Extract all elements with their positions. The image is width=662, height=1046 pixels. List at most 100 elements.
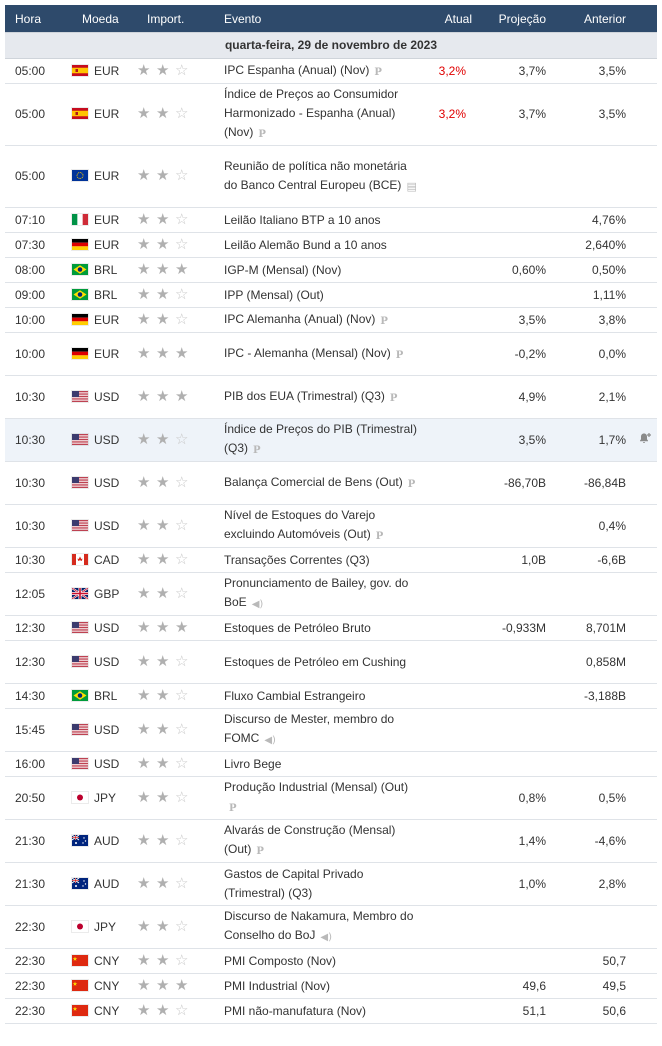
event-cell[interactable]: Livro Bege [224,751,423,777]
event-name-link[interactable]: Estoques de Petróleo em Cushing [224,654,407,669]
event-cell[interactable]: Discurso de Mester, membro do FOMC ◀) [224,708,423,752]
event-row[interactable]: 21:30 AUD ★ ★ ☆ Alvarás de Construção (Mensal… [5,819,657,863]
event-row[interactable]: 12:30 USD ★ ★ ☆ Estoques de Petróleo em Cushi… [5,640,657,684]
event-row[interactable]: 09:00 BRL ★ ★ ☆ IPP (Mensal) (Out) 1,11% [5,282,657,308]
event-name-link[interactable]: IGP-M (Mensal) (Nov) [224,262,342,277]
event-row[interactable]: 22:30 CNY ★ ★ ★ PMI Industrial (Nov) 49,6 49,5 [5,973,657,999]
event-cell[interactable]: Reunião de política não monetária do Ban… [224,145,423,208]
event-cell[interactable]: IPC - Alemanha (Mensal) (Nov) P [224,332,423,376]
event-cell[interactable]: Índice de Preços ao Consumidor Harmoniza… [224,83,423,146]
event-row[interactable]: 10:00 EUR ★ ★ ★ IPC - Alemanha (Mensal) (Nov)… [5,332,657,376]
event-row[interactable]: 22:30 CNY ★ ★ ☆ PMI Composto (Nov) 50,7 [5,948,657,974]
event-name-link[interactable]: IPP (Mensal) (Out) [224,287,324,302]
previous-value: 4,76% [552,207,634,233]
event-cell[interactable]: PIB dos EUA (Trimestral) (Q3) P [224,375,423,419]
event-name-link[interactable]: Fluxo Cambial Estrangeiro [224,688,366,703]
event-cell[interactable]: Discurso de Nakamura, Membro do Conselho… [224,905,423,949]
event-cell[interactable]: Gastos de Capital Privado (Trimestral) (… [224,862,423,906]
event-name-link[interactable]: PMI Composto (Nov) [224,953,337,968]
event-cell[interactable]: PMI Industrial (Nov) [224,973,423,999]
event-row[interactable]: 14:30 BRL ★ ★ ☆ Fluxo Cambial Estrangeiro -3,1… [5,683,657,709]
event-cell[interactable]: Fluxo Cambial Estrangeiro [224,683,423,709]
event-cell[interactable]: Índice de Preços do PIB (Trimestral) (Q3… [224,418,423,462]
event-cell[interactable]: Transações Correntes (Q3) [224,547,423,573]
header-actual[interactable]: Atual [423,5,472,33]
event-cell[interactable]: IGP-M (Mensal) (Nov) [224,257,423,283]
event-name-link[interactable]: Transações Correntes (Q3) [224,552,370,567]
event-name-link[interactable]: Discurso de Mester, membro do FOMC [224,712,395,745]
event-cell[interactable]: Produção Industrial (Mensal) (Out) P [224,776,423,820]
event-row[interactable]: 10:00 EUR ★ ★ ☆ IPC Alemanha (Anual) (Nov) P 3,… [5,307,657,333]
event-currency: EUR [72,58,135,84]
actual-value [423,819,472,863]
event-row[interactable]: 10:30 USD ★ ★ ★ PIB dos EUA (Trimestral) (Q3)… [5,375,657,419]
header-forecast[interactable]: Projeção [472,5,552,33]
event-name-link[interactable]: Gastos de Capital Privado (Trimestral) (… [224,867,364,900]
event-row[interactable]: 05:00 EUR ★ ★ ☆ Índice de Preços ao Consumido… [5,83,657,146]
event-cell[interactable]: IPC Alemanha (Anual) (Nov) P [224,307,423,333]
event-cell[interactable]: Estoques de Petróleo em Cushing [224,640,423,684]
star-filled-icon: ★ [156,260,170,278]
event-row[interactable]: 15:45 USD ★ ★ ☆ Discurso de Mester, membro do… [5,708,657,752]
event-row[interactable]: 12:30 USD ★ ★ ★ Estoques de Petróleo Bruto -0,… [5,615,657,641]
event-cell[interactable]: PMI não-manufatura (Nov) [224,998,423,1024]
event-row[interactable]: 10:30 USD ★ ★ ☆ Balança Comercial de Bens (Ou… [5,461,657,505]
actual-value [423,973,472,999]
event-cell[interactable]: Leilão Alemão Bund a 10 anos [224,232,423,258]
event-name-link[interactable]: PMI Industrial (Nov) [224,978,331,993]
forecast-value: -0,2% [472,332,552,376]
event-name-link[interactable]: IPC Espanha (Anual) (Nov) [224,62,370,77]
event-name-link[interactable]: Discurso de Nakamura, Membro do Conselho… [224,909,414,942]
event-row[interactable]: 07:10 EUR ★ ★ ☆ Leilão Italiano BTP a 10 anos… [5,207,657,233]
event-row[interactable]: 21:30 AUD ★ ★ ☆ Gastos de Capital Privado (Tr… [5,862,657,906]
header-importance[interactable]: Import. [135,5,224,33]
event-row[interactable]: 10:30 USD ★ ★ ☆ Nível de Estoques do Varejo e… [5,504,657,548]
event-name-link[interactable]: Balança Comercial de Bens (Out) [224,474,403,489]
event-name-link[interactable]: IPC - Alemanha (Mensal) (Nov) [224,345,391,360]
event-row[interactable]: 10:30 CAD ★ ★ ☆ Transações Correntes (Q3) 1,0B… [5,547,657,573]
event-name-link[interactable]: Produção Industrial (Mensal) (Out) [224,780,409,794]
event-row[interactable]: 05:00 EUR ★ ★ ☆ IPC Espanha (Anual) (Nov) P 3,2… [5,58,657,84]
add-alert-bell-icon[interactable] [639,432,652,447]
actual-value [423,547,472,573]
event-name-link[interactable]: PIB dos EUA (Trimestral) (Q3) [224,388,385,403]
event-row[interactable]: 20:50 JPY ★ ★ ☆ Produção Industrial (Mensal) … [5,776,657,820]
event-cell[interactable]: Nível de Estoques do Varejo excluindo Au… [224,504,423,548]
event-cell[interactable]: Balança Comercial de Bens (Out) P [224,461,423,505]
event-name-link[interactable]: Índice de Preços ao Consumidor Harmoniza… [224,87,399,139]
event-name-link[interactable]: Reunião de política não monetária do Ban… [224,159,407,192]
event-name-link[interactable]: Índice de Preços do PIB (Trimestral) (Q3… [224,422,417,455]
header-previous[interactable]: Anterior [552,5,634,33]
event-row[interactable]: 22:30 CNY ★ ★ ☆ PMI não-manufatura (Nov) 51,1 5… [5,998,657,1024]
event-name-link[interactable]: Leilão Italiano BTP a 10 anos [224,212,381,227]
event-row[interactable]: 10:30 USD ★ ★ ☆ Índice de Preços do PIB (Trim… [5,418,657,462]
event-cell[interactable]: Leilão Italiano BTP a 10 anos [224,207,423,233]
event-row[interactable]: 05:00 EUR ★ ★ ☆ Reunião de política não monet… [5,145,657,208]
event-name-link[interactable]: Nível de Estoques do Varejo excluindo Au… [224,508,376,541]
event-name-link[interactable]: Leilão Alemão Bund a 10 anos [224,237,387,252]
event-time: 05:00 [5,145,72,208]
actual-value [423,708,472,752]
event-row[interactable]: 22:30 JPY ★ ★ ☆ Discurso de Nakamura, Membro … [5,905,657,949]
header-currency[interactable]: Moeda [72,5,135,33]
event-name-link[interactable]: Pronunciamento de Bailey, gov. do BoE [224,576,409,609]
event-cell[interactable]: Estoques de Petróleo Bruto [224,615,423,641]
event-row[interactable]: 16:00 USD ★ ★ ☆ Livro Bege [5,751,657,777]
event-name-link[interactable]: Alvarás de Construção (Mensal) (Out) [224,823,396,856]
event-row[interactable]: 08:00 BRL ★ ★ ★ IGP-M (Mensal) (Nov) 0,60% 0,50… [5,257,657,283]
event-cell[interactable]: Alvarás de Construção (Mensal) (Out) P [224,819,423,863]
event-cell[interactable]: IPP (Mensal) (Out) [224,282,423,308]
event-cell[interactable]: IPC Espanha (Anual) (Nov) P [224,58,423,84]
header-time[interactable]: Hora [5,5,72,33]
event-name-link[interactable]: Estoques de Petróleo Bruto [224,620,371,635]
event-row[interactable]: 07:30 EUR ★ ★ ☆ Leilão Alemão Bund a 10 anos 2… [5,232,657,258]
event-cell[interactable]: Pronunciamento de Bailey, gov. do BoE ◀) [224,572,423,616]
header-event[interactable]: Evento [224,5,423,33]
importance-stars: ★ ★ ☆ [135,683,224,709]
event-cell[interactable]: PMI Composto (Nov) [224,948,423,974]
event-name-link[interactable]: Livro Bege [224,756,282,771]
event-name-link[interactable]: PMI não-manufatura (Nov) [224,1003,367,1018]
event-name-link[interactable]: IPC Alemanha (Anual) (Nov) [224,311,376,326]
event-row[interactable]: 12:05 GBP ★ ★ ☆ Pronunciamento de Bailey, gov… [5,572,657,616]
star-filled-icon: ★ [156,584,170,602]
